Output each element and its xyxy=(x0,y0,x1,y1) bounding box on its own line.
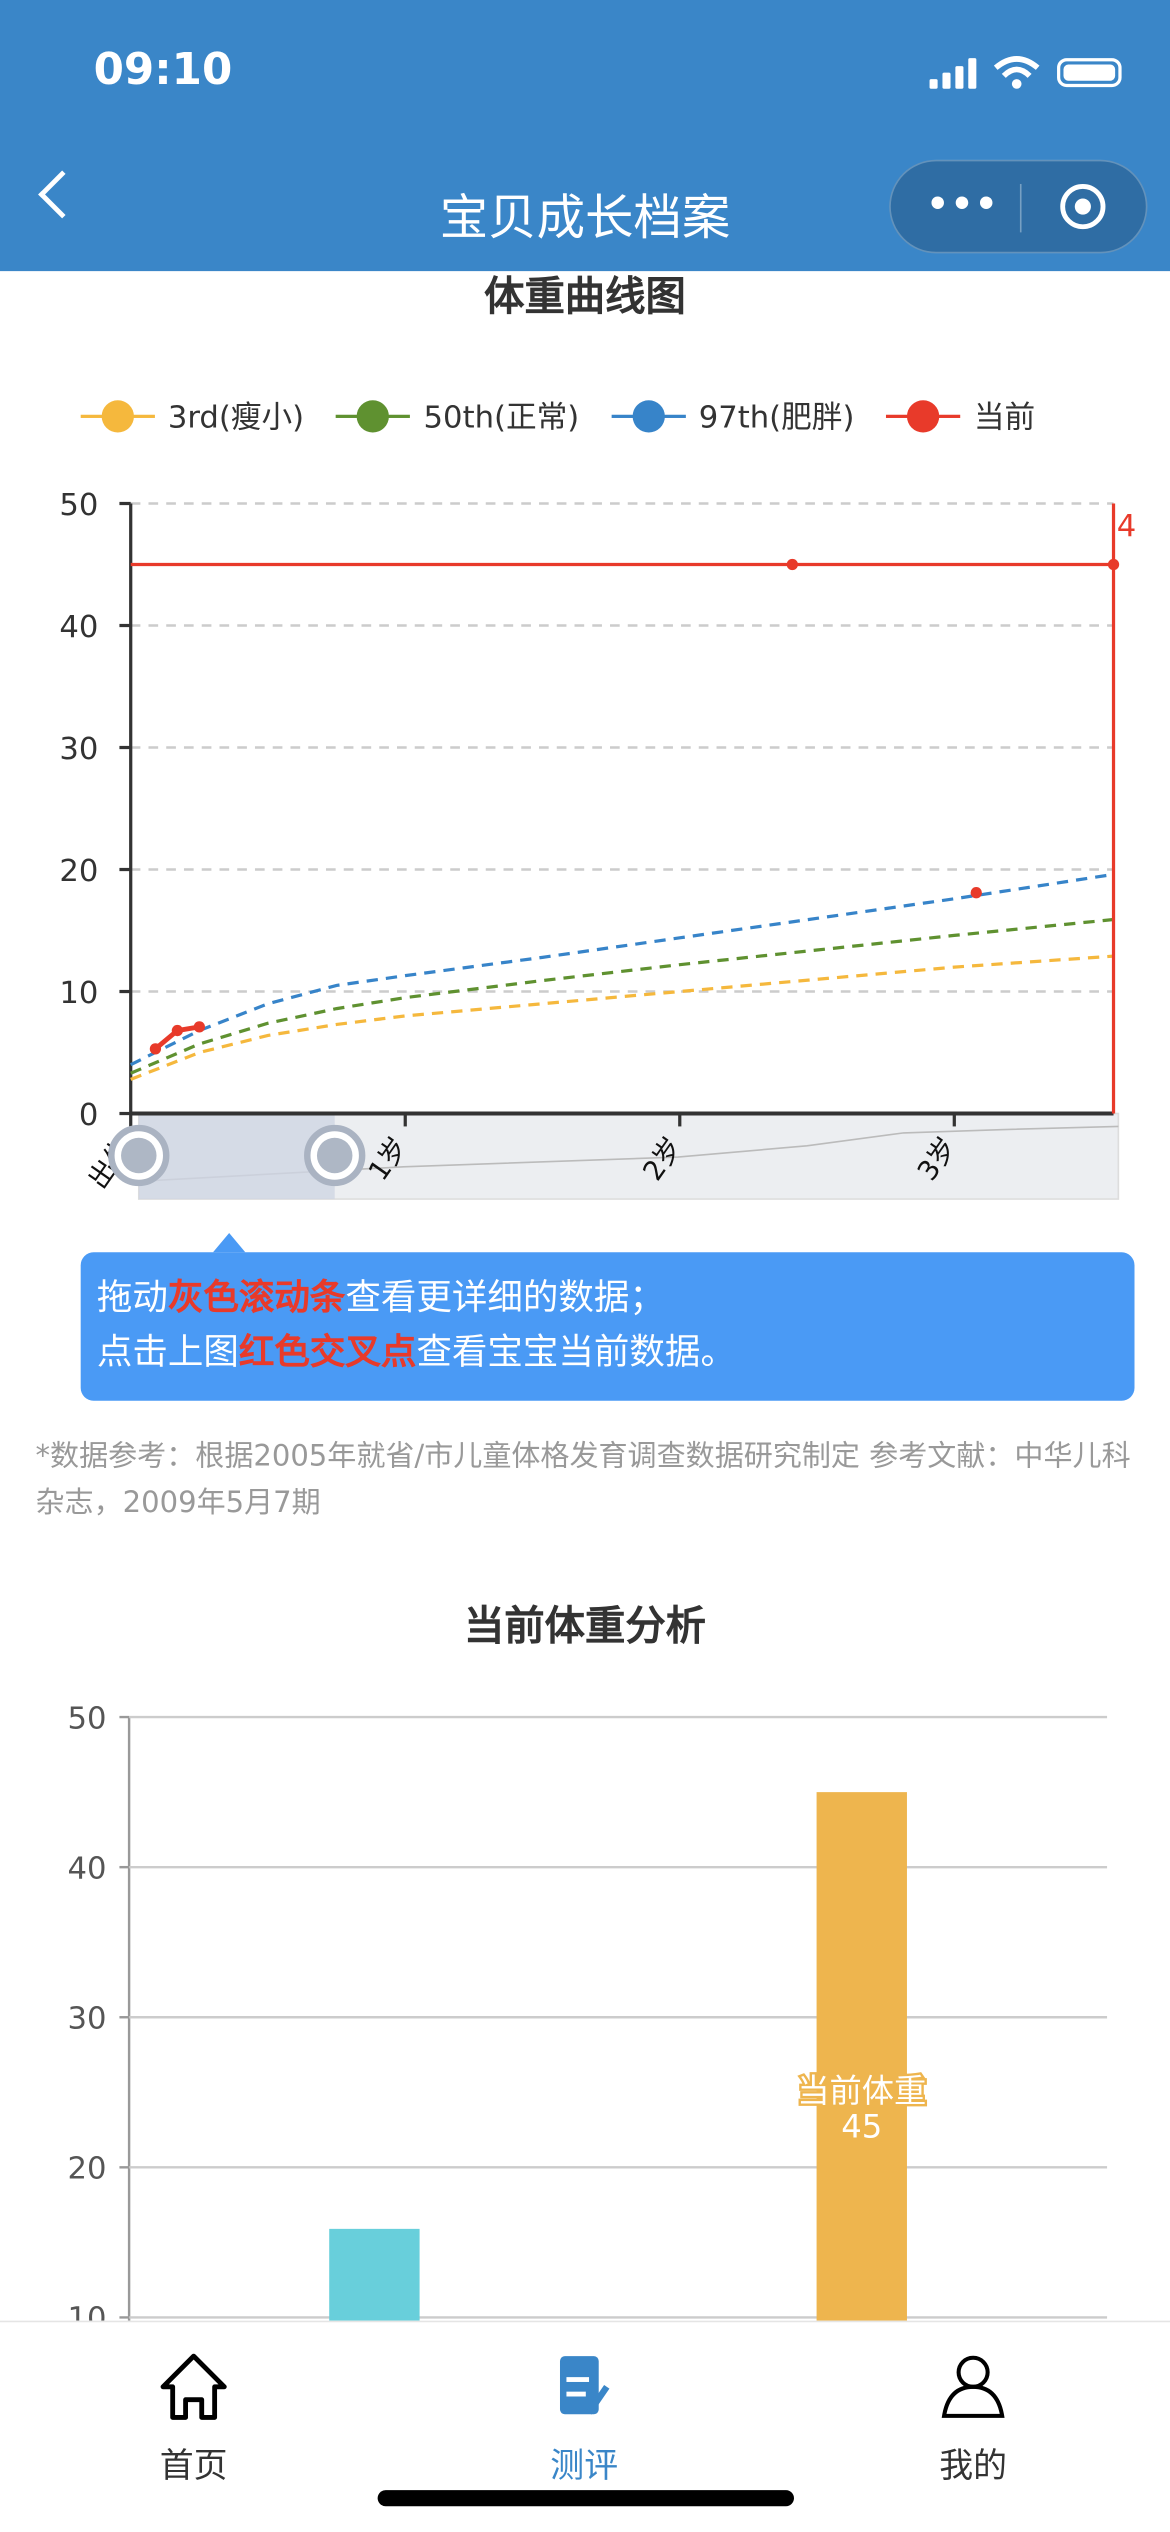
y-tick-label: 40 xyxy=(59,610,98,645)
more-button[interactable]: ••• xyxy=(926,185,1000,226)
legend-label: 当前 xyxy=(973,400,1036,436)
chart1-title: 体重曲线图 xyxy=(484,272,686,320)
header: 09:10 宝贝成长档案 ••• xyxy=(0,0,1170,272)
y-tick-label: 50 xyxy=(67,1701,106,1736)
divider xyxy=(1019,183,1022,233)
y-tick-label: 30 xyxy=(67,2002,106,2037)
y-tick-label: 0 xyxy=(79,1098,99,1133)
chart2-title: 当前体重分析 xyxy=(463,1602,707,1650)
user-icon xyxy=(941,2355,1005,2418)
tip-text: 查看更详细的数据； xyxy=(345,1278,665,1319)
battery-icon xyxy=(1057,58,1122,88)
legend-3rd[interactable]: 3rd(瘦小) xyxy=(80,394,305,438)
tab-home[interactable]: 首页 xyxy=(97,2351,291,2488)
current-point xyxy=(970,887,982,899)
tip-highlight: 红色交叉点 xyxy=(238,1332,417,1374)
tab-mine[interactable]: 我的 xyxy=(876,2351,1070,2488)
y-tick-label: 50 xyxy=(59,488,98,523)
legend-marker-icon xyxy=(336,398,411,434)
current-point xyxy=(171,1024,184,1037)
tab-label: 首页 xyxy=(159,2446,228,2486)
series-line-2 xyxy=(129,872,1114,1067)
datazoom-handle-knob xyxy=(316,1137,353,1174)
current-point xyxy=(193,1021,205,1033)
data-source-note: *数据参考：根据2005年就省/市儿童体格发育调查数据研究制定 参考文献：中华儿… xyxy=(35,1439,1131,1521)
tab-assessment[interactable]: 测评 xyxy=(487,2351,681,2488)
status-icons xyxy=(929,55,1122,91)
home-icon xyxy=(160,2353,227,2420)
series-line-0 xyxy=(130,954,1114,1081)
weight-analysis-chart: 1020304050平均体重当前体重45 xyxy=(67,1701,1108,2357)
markline-label: 4 xyxy=(1117,509,1137,544)
close-target-icon[interactable] xyxy=(1060,183,1106,230)
datazoom-selection xyxy=(138,1113,335,1200)
datazoom-handle-knob xyxy=(121,1137,157,1174)
home-indicator xyxy=(377,2490,794,2507)
legend-marker-icon xyxy=(80,398,155,434)
y-tick-label: 10 xyxy=(59,976,98,1011)
chart1-legend: 3rd(瘦小) 50th(正常) 97th(肥胖) 当前 xyxy=(80,394,1036,438)
legend-marker-icon xyxy=(886,398,961,434)
tip-highlight: 灰色滚动条 xyxy=(167,1278,346,1319)
legend-label: 3rd(瘦小) xyxy=(167,400,305,436)
legend-marker-icon xyxy=(611,398,686,434)
legend-50th[interactable]: 50th(正常) xyxy=(336,394,579,438)
legend-97th[interactable]: 97th(肥胖) xyxy=(611,394,855,438)
legend-label: 97th(肥胖) xyxy=(698,400,855,436)
current-point xyxy=(149,1043,162,1055)
assessment-icon xyxy=(559,2356,610,2415)
page-title: 宝贝成长档案 xyxy=(439,190,731,247)
bar xyxy=(816,1792,907,2357)
y-tick-label: 20 xyxy=(67,2152,106,2187)
y-tick-label: 20 xyxy=(59,854,98,889)
weight-curve-chart[interactable]: 01020304050出生1岁2岁3岁4 xyxy=(0,468,1170,1226)
mini-program-capsule: ••• xyxy=(889,159,1148,254)
current-point xyxy=(786,558,798,571)
series-line-1 xyxy=(130,917,1114,1075)
datazoom-preview xyxy=(138,1125,1119,1183)
legend-current[interactable]: 当前 xyxy=(886,394,1036,438)
wifi-icon xyxy=(993,56,1040,89)
y-tick-label: 40 xyxy=(67,1851,106,1886)
tip-text: 查看宝宝当前数据。 xyxy=(416,1332,736,1374)
tab-label: 我的 xyxy=(939,2446,1008,2486)
status-time: 09:10 xyxy=(93,45,233,96)
bar-label: 当前体重 xyxy=(797,2072,926,2110)
signal-icon xyxy=(929,56,977,89)
bar-value: 45 xyxy=(841,2107,882,2145)
legend-label: 50th(正常) xyxy=(423,400,580,436)
hint-tooltip: 拖动灰色滚动条查看更详细的数据； 点击上图红色交叉点查看宝宝当前数据。 xyxy=(80,1232,1135,1401)
tab-label: 测评 xyxy=(550,2446,619,2486)
tip-text: 拖动 xyxy=(96,1278,168,1319)
y-tick-label: 30 xyxy=(59,732,98,767)
tip-text: 点击上图 xyxy=(96,1332,239,1374)
